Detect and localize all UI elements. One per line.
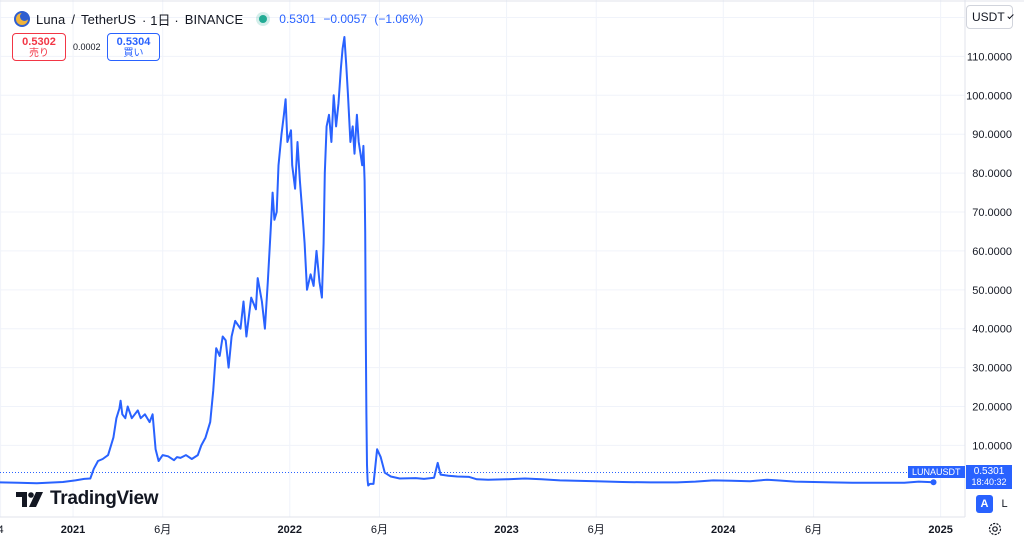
y-tick-label: 90.0000 xyxy=(972,129,1012,141)
spread-value: 0.0002 xyxy=(73,42,101,52)
last-price-point xyxy=(930,479,937,486)
tradingview-logo-icon xyxy=(16,491,43,507)
last-price-tag: 0.5301 18:40:32 xyxy=(966,465,1012,489)
auto-scale-button[interactable]: A xyxy=(976,495,993,513)
currency-label: USDT xyxy=(972,10,1005,24)
quote-asset-name[interactable]: TetherUS xyxy=(81,11,137,27)
x-tick-label: 4 xyxy=(0,524,4,536)
log-scale-button[interactable]: L xyxy=(1001,498,1008,510)
y-tick-label: 20.0000 xyxy=(972,402,1012,414)
header-quote: 0.5301 −0.0057 (−1.06%) xyxy=(279,12,427,26)
y-tick-label: 110.0000 xyxy=(967,51,1012,63)
tradingview-watermark[interactable]: TradingView xyxy=(16,488,159,510)
header-last-price: 0.5301 xyxy=(279,12,316,26)
series-line-lunausdt[interactable] xyxy=(0,36,934,487)
y-tick-label: 30.0000 xyxy=(972,363,1012,375)
y-tick-label: 40.0000 xyxy=(972,324,1012,336)
luna-coin-icon xyxy=(14,11,30,27)
symbol-header[interactable]: Luna / TetherUS · 1日 · BINANCE 0.5301 −0… xyxy=(14,9,427,29)
price-tag-value: 0.5301 xyxy=(973,466,1005,477)
x-tick-label: 2021 xyxy=(61,524,85,536)
brand-name: TradingView xyxy=(50,488,159,509)
sell-button[interactable]: 0.5302 売り xyxy=(12,33,66,61)
bar-countdown: 18:40:32 xyxy=(971,477,1007,487)
x-tick-label: 2025 xyxy=(928,524,952,536)
x-tick-label: 2024 xyxy=(711,524,736,536)
market-open-status-icon xyxy=(259,15,268,23)
x-tick-label: 2023 xyxy=(494,524,518,536)
y-tick-label: 10.0000 xyxy=(972,440,1012,452)
symbol-separator: / xyxy=(71,11,76,27)
buy-button[interactable]: 0.5304 買い xyxy=(107,33,160,61)
y-tick-label: 80.0000 xyxy=(972,168,1012,180)
header-change: −0.0057 xyxy=(323,12,368,26)
x-tick-label: 6月 xyxy=(371,524,388,536)
sell-price: 0.5302 xyxy=(22,36,56,48)
exchange-name[interactable]: BINANCE xyxy=(184,11,244,27)
x-tick-label: 2022 xyxy=(278,524,302,536)
interval-label[interactable]: · 1日 · xyxy=(142,12,179,28)
currency-dropdown[interactable]: USDT xyxy=(966,5,1014,29)
last-value-symbol-label: LUNAUSDT xyxy=(908,466,965,478)
settings-gear-icon[interactable] xyxy=(987,521,1003,537)
y-tick-label: 60.0000 xyxy=(972,246,1012,258)
chevron-down-icon xyxy=(1007,12,1014,19)
buy-label: 買い xyxy=(123,48,144,59)
buy-price: 0.5304 xyxy=(116,36,151,48)
sell-label: 売り xyxy=(29,48,49,59)
y-tick-label: 50.0000 xyxy=(972,285,1012,297)
symbol-name[interactable]: Luna xyxy=(36,11,66,27)
y-tick-label: 100.0000 xyxy=(966,90,1012,102)
x-tick-label: 6月 xyxy=(154,524,171,536)
y-tick-label: 70.0000 xyxy=(972,207,1012,219)
header-change-pct: (−1.06%) xyxy=(374,12,424,26)
x-tick-label: 6月 xyxy=(588,524,605,536)
x-tick-label: 6月 xyxy=(805,524,822,536)
